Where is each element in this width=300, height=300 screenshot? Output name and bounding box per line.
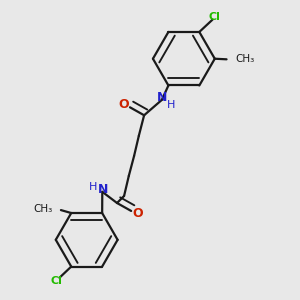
Text: N: N xyxy=(157,91,167,104)
Text: Cl: Cl xyxy=(51,276,62,286)
Text: O: O xyxy=(132,207,143,220)
Text: H: H xyxy=(167,100,175,110)
Text: CH₃: CH₃ xyxy=(33,205,53,214)
Text: O: O xyxy=(118,98,129,111)
Text: N: N xyxy=(98,183,109,196)
Text: CH₃: CH₃ xyxy=(236,54,255,64)
Text: Cl: Cl xyxy=(209,12,221,22)
Text: H: H xyxy=(89,182,98,191)
